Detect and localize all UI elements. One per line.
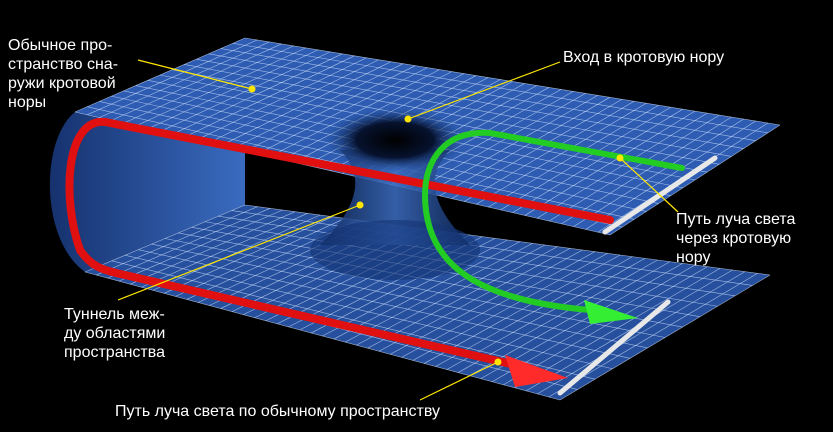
lower-sheet-grid-line (130, 211, 296, 285)
lower-sheet-grid-line (356, 244, 546, 346)
upper-sheet-grid-line (220, 61, 392, 146)
leader-tunnel (117, 204, 361, 301)
leader-dots (248, 85, 624, 366)
lower-sheet-grid-line (390, 249, 583, 355)
dot-normal (494, 358, 502, 366)
dot-tunnel (356, 201, 364, 209)
upper-sheet-grid-line (561, 116, 732, 225)
lower-sheet-grid-line (118, 209, 283, 282)
lower-sheet-grid-line (378, 248, 571, 352)
upper-sheet-grid-line (257, 67, 428, 155)
leader-entrance (407, 61, 561, 120)
lower-sheet-grid-line (333, 241, 521, 340)
upper-sheet-grid-line (269, 69, 440, 157)
lower-sheet-grid-line (537, 271, 746, 395)
upper-sheet-grid-line (415, 93, 586, 191)
lower-sheet-grid-line (367, 246, 558, 349)
upper-sheet-grid-line (512, 108, 683, 213)
upper-sheet-grid-line (536, 112, 708, 219)
upper-sheet-grid-line (87, 39, 258, 116)
dot-entrance (404, 115, 412, 123)
lower-sheet-grid-line (469, 261, 671, 376)
lower-sheet-grid-line (559, 274, 771, 401)
label-entrance: Вход в кротовую нору (563, 49, 725, 66)
upper-sheet-grid-line (159, 51, 331, 132)
leader-lines (117, 59, 679, 401)
upper-sheet-grid-line (196, 57, 367, 141)
label-light-through-wormhole: Путь луча света через кротовую нору (676, 211, 796, 266)
lower-sheet-grid-line (446, 258, 646, 370)
wormhole-exit (310, 220, 480, 280)
wormhole-light-path (421, 129, 685, 313)
upper-sheet-grid-line (135, 47, 306, 127)
upper-sheet-grid-line (147, 49, 319, 130)
lower-sheet-grid-line (344, 243, 533, 343)
lower-sheet-grid-line (503, 266, 708, 386)
label-light-normal-space: Путь луча света по обычному пространству (115, 403, 440, 420)
bottom-end-marker (557, 299, 671, 396)
upper-sheet-grid-line (463, 101, 635, 202)
upper-sheet-grid-line (172, 53, 343, 135)
upper-sheet-grid-line (573, 118, 744, 227)
upper-sheet-grid-line (488, 104, 659, 208)
lower-sheet-grid-line (96, 206, 258, 276)
dot-through (616, 154, 624, 162)
lower-sheet-grid-line (141, 213, 308, 288)
lower-sheet-grid-line (412, 253, 608, 361)
lower-sheet-grid-line (107, 208, 271, 279)
normal-light-path (65, 117, 614, 370)
label-tunnel: Туннель меж- ду областями пространства (64, 306, 166, 361)
lower-sheet-grid-line (84, 204, 246, 273)
lower-sheet-grid-line (458, 259, 658, 373)
upper-sheet-grid-line (500, 106, 671, 211)
lower-sheet-grid-line (152, 214, 321, 291)
leader-normal (419, 361, 499, 401)
upper-sheet-grid-line (111, 43, 282, 121)
lower-sheet-grid-line (175, 218, 346, 297)
upper-sheet-grid-line (476, 102, 647, 205)
lower-sheet-grid-line (401, 251, 596, 358)
upper-sheet-grid-line (184, 55, 355, 138)
upper-sheet-grid-line (549, 114, 720, 222)
lower-sheet-grid-line (525, 269, 733, 392)
dot-outside (248, 85, 256, 93)
upper-sheet-grid-line (99, 41, 270, 118)
upper-sheet-grid-line (427, 95, 598, 194)
upper-sheet-grid-line (123, 45, 294, 124)
upper-sheet-grid-line (74, 37, 246, 113)
upper-sheet-grid-line (585, 120, 756, 230)
upper-sheet-grid-line (451, 99, 623, 199)
leader-through (619, 157, 679, 213)
upper-sheet-grid-line (524, 110, 696, 216)
lower-sheet-grid-line (424, 254, 621, 364)
lower-sheet-grid-line (514, 268, 721, 389)
leader-outside (137, 59, 253, 90)
normal-path-arrowhead (505, 355, 568, 387)
upper-sheet-grid-line (439, 97, 610, 197)
upper-sheet-grid-line (609, 124, 781, 236)
lower-sheet-grid-line (435, 256, 633, 367)
upper-sheet-grid-line (232, 63, 404, 149)
upper-sheet-grid-line (245, 65, 416, 152)
upper-sheet-grid-line (208, 59, 379, 144)
wormhole-path-arrowhead (584, 300, 638, 324)
label-outside-space: Обычное про- странство сна- ружи кротово… (8, 37, 119, 111)
wormhole-mouth (325, 108, 465, 172)
lower-sheet-grid-line (164, 216, 333, 294)
